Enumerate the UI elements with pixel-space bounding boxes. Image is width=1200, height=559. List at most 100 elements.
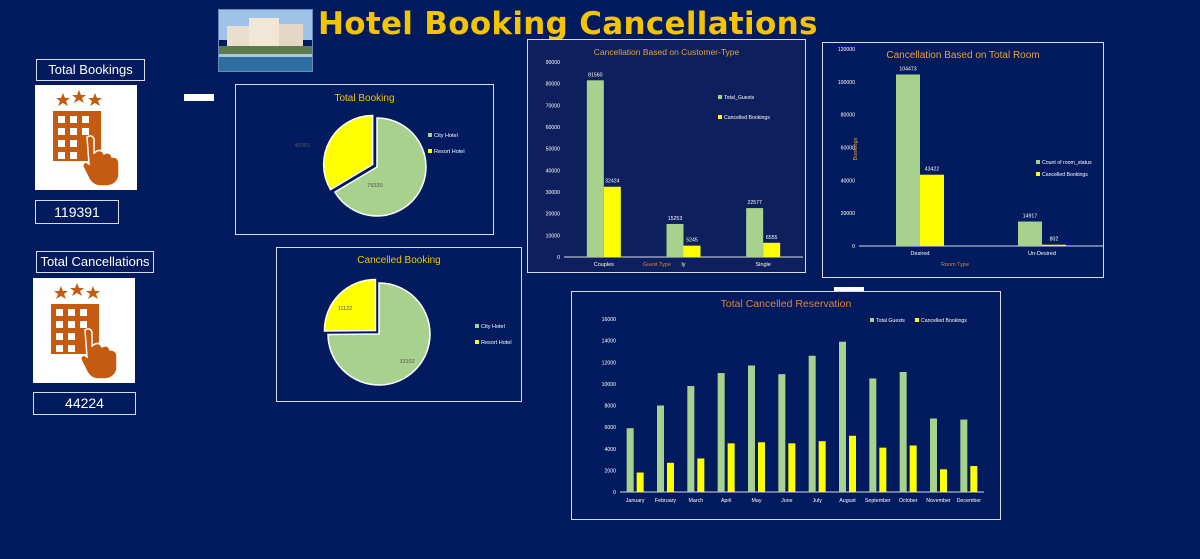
room-chart: 0 20000 40000 60000 80000 100000 120000 104473 4…	[838, 47, 1103, 268]
x-tick-label: July	[812, 498, 822, 504]
bar-cancelled-bookings-july	[818, 441, 826, 492]
x-axis-title: Room Type	[941, 262, 969, 268]
y-tick-label: 10000	[546, 233, 561, 239]
bar-cancelled-bookings-august	[849, 435, 856, 492]
bar-total-guests-july	[808, 355, 816, 492]
y-tick-label: 16000	[602, 317, 617, 323]
bar-total-guests-february	[657, 405, 664, 492]
customer-type-chart-panel: Cancellation Based on Customer-Type 0 100…	[527, 39, 806, 273]
legend-label: Resort Hotel	[481, 340, 512, 346]
y-tick-label: 90000	[546, 60, 561, 66]
cancelled-booking-pie-panel: Cancelled Booking 33102 11122 City Hotel Re…	[276, 247, 522, 402]
bar-cancelled-bookings-april	[727, 443, 735, 492]
x-tick-label: November	[926, 498, 951, 504]
y-tick-label: 120000	[838, 47, 855, 53]
chart-title: Cancellation Based on Total Room	[886, 50, 1040, 61]
legend-swatch	[718, 95, 722, 99]
legend-label: Resort Hotel	[434, 149, 465, 155]
y-tick-label: 80000	[546, 82, 561, 88]
cancelled-booking-pie: 33102 11122 City Hotel Resort Hotel	[323, 278, 512, 386]
data-label: 15253	[668, 216, 683, 222]
data-label: 81560	[588, 72, 603, 78]
y-tick-label: 70000	[546, 103, 561, 109]
x-tick-label: September	[865, 498, 891, 504]
bar-cancelled-bookings-couples	[603, 186, 621, 257]
legend-label: City Hotel	[434, 133, 458, 139]
y-tick-label: 14000	[602, 339, 617, 345]
y-tick-label: 10000	[602, 382, 617, 388]
total-bookings-value: 119391	[35, 200, 119, 224]
y-tick-label: 20000	[841, 211, 856, 217]
bar-total-guests-april	[717, 373, 725, 492]
legend-label: Cancelled Bookings	[724, 115, 770, 121]
x-tick-label: ly	[682, 262, 686, 268]
y-tick-label: 2000	[604, 468, 616, 474]
y-tick-label: 12000	[602, 360, 617, 366]
bar-total-guests-september	[869, 378, 877, 492]
bar-count-of-room-status-un-desired	[1018, 221, 1042, 246]
data-label: 40060	[294, 143, 309, 149]
y-tick-label: 50000	[546, 147, 561, 153]
y-tick-label: 4000	[604, 447, 616, 453]
bar-cancelled-bookings-september	[879, 447, 887, 492]
page-title: Hotel Booking Cancellations	[318, 6, 818, 42]
bar-cancelled-bookings-may	[758, 442, 765, 492]
legend-swatch	[718, 115, 722, 119]
legend-label: Cancelled Bookings	[921, 318, 967, 324]
bar-cancelled-bookings-march	[697, 458, 705, 492]
y-tick-label: 8000	[604, 404, 616, 410]
chart-title: Total Cancelled Reservation	[720, 298, 852, 310]
decorative-bar	[834, 287, 864, 291]
bar-total-guests-family	[666, 223, 684, 257]
hotel-cancellation-icon	[33, 278, 135, 383]
x-tick-label: May	[751, 498, 761, 504]
chart-title: Cancelled Booking	[357, 255, 441, 266]
y-tick-label: 100000	[838, 80, 855, 86]
x-tick-label: Desired	[911, 251, 930, 257]
y-tick-label: 0	[613, 490, 616, 496]
hotel-photo	[218, 9, 313, 72]
bar-cancelled-bookings-november	[940, 469, 947, 492]
hotel-booking-icon	[35, 85, 137, 190]
y-tick-label: 6000	[604, 425, 616, 431]
data-label: 104473	[899, 66, 916, 72]
y-tick-label: 60000	[546, 125, 561, 131]
legend-swatch	[475, 340, 479, 344]
y-tick-label: 0	[852, 244, 855, 250]
legend-label: City Hotel	[481, 324, 505, 330]
x-tick-label: October	[899, 498, 918, 504]
chart-title: Total Booking	[334, 93, 395, 104]
total-cancellations-value: 44224	[33, 392, 136, 415]
bar-cancelled-bookings-desired	[920, 174, 944, 246]
y-tick-label: 20000	[546, 212, 561, 218]
bar-total-guests-december	[960, 419, 968, 492]
y-tick-label: 80000	[841, 113, 856, 119]
bar-cancelled-bookings-january	[636, 472, 644, 492]
bar-total-guests-may	[748, 365, 755, 492]
x-tick-label: August	[839, 498, 856, 504]
data-label: 6555	[766, 235, 778, 241]
legend-label: Total Guests	[876, 318, 905, 324]
x-axis-title: Guest Type	[643, 262, 671, 268]
bar-total-guests-november	[930, 418, 937, 492]
legend-label: Total_Guests	[724, 95, 755, 101]
total-cancellations-label: Total Cancellations	[36, 251, 154, 273]
y-tick-label: 30000	[546, 190, 561, 196]
y-axis-title: Bookings	[853, 137, 859, 160]
pie-slice-city-hotel	[333, 117, 427, 217]
bar-cancelled-bookings-december	[970, 466, 978, 492]
data-label: 43422	[925, 167, 940, 173]
total-booking-pie: 79330 40060 City Hotel Resort Hotel	[294, 114, 465, 217]
legend-swatch	[1036, 160, 1040, 164]
x-tick-label: December	[957, 498, 982, 504]
bar-cancelled-bookings-october	[909, 445, 917, 492]
bar-cancelled-bookings-single	[763, 242, 781, 257]
data-label: 79330	[367, 183, 382, 189]
legend-label: Count of room_status	[1042, 160, 1092, 166]
x-tick-label: June	[781, 498, 793, 504]
y-tick-label: 0	[557, 255, 560, 261]
x-tick-label: Couples	[594, 262, 614, 268]
bar-cancelled-bookings-february	[667, 462, 674, 492]
monthly-chart: 0 2000 4000 6000 8000 10000 12000 14000 16000 Jan…	[602, 317, 984, 504]
customer-type-chart: 0 10000 20000 30000 40000 50000 60000 70000 8000…	[546, 60, 803, 268]
